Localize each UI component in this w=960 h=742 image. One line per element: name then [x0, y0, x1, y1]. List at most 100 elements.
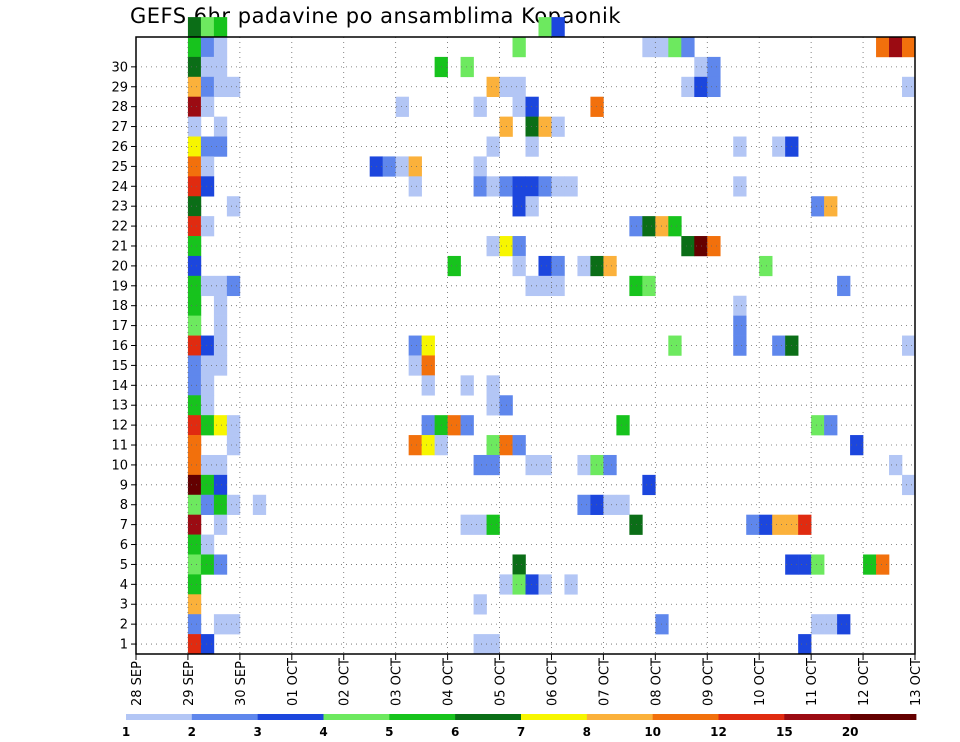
heatmap-cell: [772, 136, 786, 157]
heatmap-cell: [577, 255, 591, 277]
heatmap-cell: [486, 176, 500, 197]
heatmap-cell: [213, 335, 228, 356]
heatmap-cell: [187, 554, 202, 575]
heatmap-cell: [473, 634, 487, 655]
colorbar-label: 4: [319, 725, 327, 739]
y-tick-label: 1: [120, 638, 128, 653]
heatmap-cell: [590, 96, 604, 117]
heatmap-cell: [837, 275, 851, 297]
heatmap-cell: [798, 514, 812, 535]
heatmap-cell: [590, 255, 604, 277]
x-tick-label: 06 OCT: [545, 658, 560, 706]
heatmap-cell: [876, 554, 890, 575]
heatmap-cell: [187, 216, 202, 237]
heatmap-cell: [226, 415, 241, 436]
colorbar-label: 15: [776, 725, 793, 739]
heatmap-cell: [200, 454, 215, 476]
y-tick-label: 4: [120, 578, 128, 593]
heatmap-cell: [486, 634, 500, 655]
heatmap-cell: [473, 96, 487, 117]
x-tick-label: 01 OCT: [286, 658, 301, 706]
heatmap-cell: [772, 514, 786, 535]
heatmap-cell: [200, 554, 215, 575]
heatmap-cell: [213, 76, 228, 98]
heatmap-cell: [200, 136, 215, 157]
heatmap-cell: [759, 514, 773, 535]
heatmap-cell: [642, 37, 656, 58]
heatmap-cell: [213, 37, 228, 58]
heatmap-cell: [863, 554, 877, 575]
heatmap-cell: [460, 514, 474, 535]
heatmap-cell: [200, 156, 215, 177]
heatmap-cell: [824, 415, 838, 436]
heatmap-cell: [590, 454, 604, 476]
heatmap-cell: [473, 594, 487, 615]
heatmap-cell: [395, 156, 409, 177]
heatmap-cell: [200, 216, 215, 237]
colorbar-swatch: [718, 714, 785, 720]
heatmap-cell: [811, 554, 825, 575]
heatmap-cell: [551, 275, 565, 297]
x-tick-label: 04 OCT: [442, 658, 457, 706]
y-tick-label: 22: [111, 220, 128, 235]
x-tick-label: 30 SEP: [234, 661, 249, 706]
heatmap-cell: [213, 554, 228, 575]
heatmap-cell: [512, 76, 526, 98]
heatmap-cell: [512, 176, 526, 197]
heatmap-cell: [421, 375, 435, 396]
heatmap-cell: [798, 554, 812, 575]
heatmap-cell: [187, 574, 202, 595]
colorbar-label: 3: [253, 725, 261, 739]
heatmap-cell: [421, 415, 435, 436]
colorbar-label: 2: [188, 725, 196, 739]
x-tick-label: 05 OCT: [494, 658, 509, 706]
heatmap-cell: [694, 76, 708, 98]
heatmap-cell: [200, 37, 215, 58]
heatmap-cell: [473, 156, 487, 177]
colorbar-swatch: [850, 714, 917, 720]
heatmap-cell: [187, 335, 202, 356]
heatmap-cell: [902, 37, 916, 58]
heatmap-cell: [187, 355, 202, 376]
heatmap-cell: [889, 37, 903, 58]
heatmap-cell: [733, 335, 747, 356]
y-tick-label: 12: [111, 419, 128, 434]
heatmap-cell: [187, 514, 202, 535]
heatmap-cell: [447, 415, 461, 436]
x-tick-label: 13 OCT: [909, 658, 924, 706]
heatmap-cell: [733, 315, 747, 336]
heatmap-cell: [577, 454, 591, 476]
heatmap-cell: [187, 196, 202, 217]
heatmap-cell: [187, 176, 202, 197]
y-tick-label: 3: [120, 598, 128, 613]
heatmap-cell: [902, 335, 916, 356]
colorbar-legend: 1 2 3 4 5 6 7 8 10 12 15 20: [122, 714, 917, 739]
heatmap-cell: [473, 514, 487, 535]
x-tick-label: 02 OCT: [338, 658, 353, 706]
heatmap-cell: [733, 295, 747, 316]
x-tick-label: 09 OCT: [701, 658, 716, 706]
heatmap-cell: [473, 454, 487, 476]
heatmap-cell: [187, 96, 202, 117]
y-tick-label: 14: [111, 379, 128, 394]
heatmap-cell: [811, 415, 825, 436]
colorbar-label: 7: [517, 725, 525, 739]
heatmap-cell: [772, 335, 786, 356]
heatmap-cell: [408, 156, 422, 177]
colorbar-swatch: [323, 714, 390, 720]
heatmap-cell: [486, 395, 500, 416]
y-tick-label: 25: [111, 160, 128, 175]
heatmap-cell: [421, 435, 435, 456]
heatmap-cell: [200, 176, 215, 197]
y-tick-label: 26: [111, 140, 128, 155]
heatmap-cell: [486, 76, 500, 98]
y-tick-label: 7: [120, 518, 128, 533]
heatmap-cell: [187, 634, 202, 655]
heatmap-cell: [577, 494, 591, 515]
heatmap-cell: [707, 56, 721, 78]
heatmap-cell: [187, 37, 202, 58]
heatmap-cell: [213, 514, 228, 535]
heatmap-cell: [668, 37, 682, 58]
heatmap-cell: [187, 56, 202, 78]
heatmap-cell: [512, 236, 526, 257]
